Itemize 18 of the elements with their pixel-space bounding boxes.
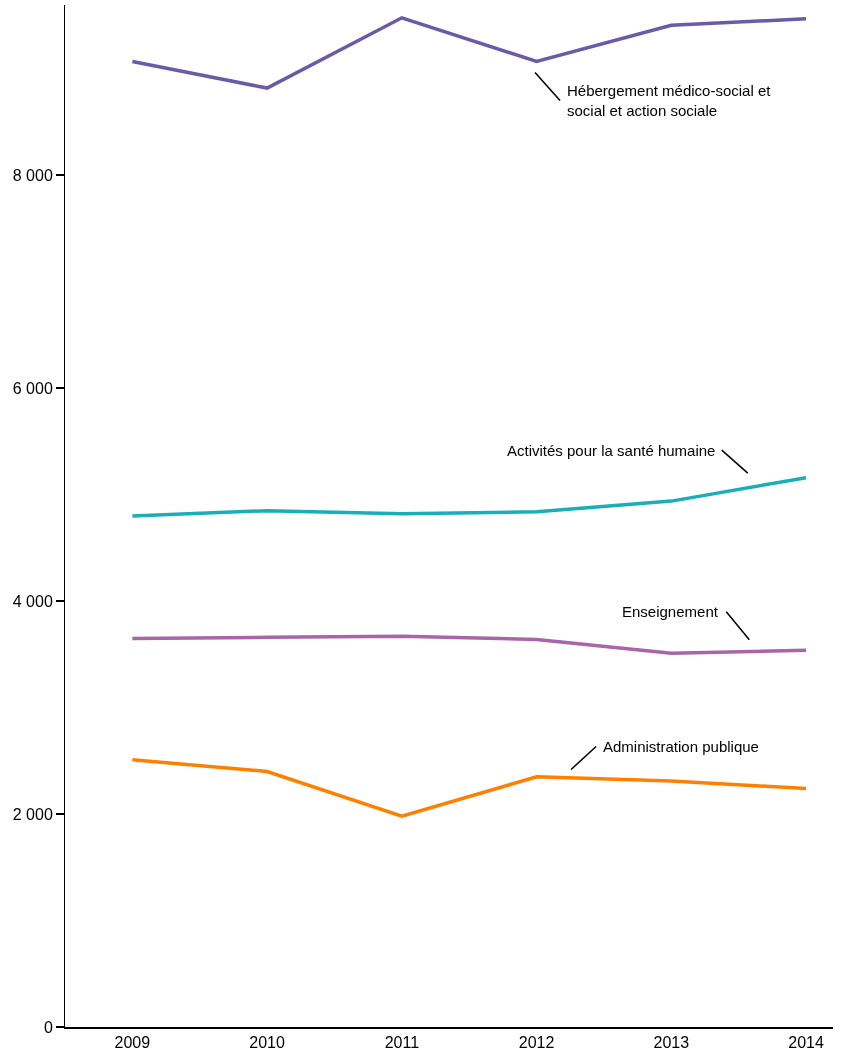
line-series	[130, 475, 808, 518]
line-series	[130, 634, 808, 656]
x-tick-label: 2012	[518, 1033, 555, 1051]
annotation: Activités pour la santé humaine	[507, 442, 716, 459]
y-tick-label: 0	[43, 1018, 53, 1036]
y-tick-label: 2 000	[12, 805, 53, 823]
x-tick-label: 2009	[114, 1033, 151, 1051]
x-tick-label: 2010	[249, 1033, 286, 1051]
annotation: Administration publique	[603, 738, 759, 755]
annotation: Enseignement	[622, 603, 719, 620]
x-tick-label: 2011	[384, 1033, 420, 1051]
x-tick-label: 2013	[653, 1033, 690, 1051]
y-tick-label: 6 000	[12, 379, 53, 397]
x-tick-label: 2014	[788, 1033, 824, 1051]
y-tick-label: 4 000	[12, 592, 53, 610]
y-tick-label: 8 000	[12, 166, 53, 184]
annotation: Hébergement médico-social et social et action sociale	[567, 82, 772, 119]
line-series	[130, 758, 808, 818]
